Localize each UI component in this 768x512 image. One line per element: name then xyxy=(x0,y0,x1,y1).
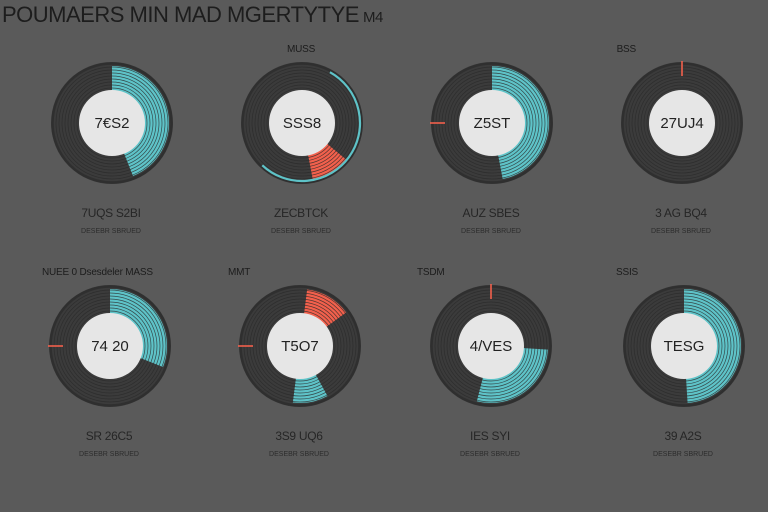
gauge-card: NUEE 0 Dsesdeler MASS 74 20 SR 26C5 DESEBR … xyxy=(24,267,194,507)
gauge-dial: 74 20 xyxy=(48,285,171,407)
gauge-center-value: TESG xyxy=(664,338,705,355)
gauge-label: MMT xyxy=(228,267,251,278)
gauge-value-text: 3S9 UQ6 xyxy=(275,429,323,443)
gauge-sub-text: DESEBR SBRUED xyxy=(271,228,331,235)
gauge-value-text: ZECBTCK xyxy=(274,206,328,220)
gauge-sub-text: DESEBR SBRUED xyxy=(269,451,329,458)
gauge-rim xyxy=(51,62,173,184)
page-title-accent: M4 xyxy=(362,9,383,26)
gauge-center-value: 27UJ4 xyxy=(660,115,703,132)
page-title-text: POUMAERS MIN MAD MGERTYTYE xyxy=(2,2,359,27)
gauge-rim xyxy=(623,285,745,407)
gauge-label: NUEE 0 Dsesdeler MASS xyxy=(42,267,153,278)
gauge-center-value: T5O7 xyxy=(281,338,319,355)
gauge-value-text: IES SYI xyxy=(470,429,510,443)
gauge-center-value: Z5ST xyxy=(474,115,511,132)
gauge-sub-text: DESEBR SBRUED xyxy=(653,451,713,458)
page-title: POUMAERS MIN MAD MGERTYTYE M4 xyxy=(2,2,383,28)
gauge-dial: Z5ST xyxy=(430,62,553,184)
gauge-dial: TESG xyxy=(623,285,745,407)
gauge-segment-teal xyxy=(476,347,548,403)
gauge-card: SSIS TESG 39 A2S DESEBR SBRUED xyxy=(598,267,768,507)
gauge-dial: 4/VES xyxy=(430,284,552,407)
gauge-value-text: 7UQS S2BI xyxy=(81,206,141,220)
gauge-dial: SSS8 xyxy=(241,62,363,184)
gauge-sub-text: DESEBR SBRUED xyxy=(461,228,521,235)
gauge-sub-text: DESEBR SBRUED xyxy=(651,228,711,235)
gauge-label: TSDM xyxy=(417,267,445,278)
gauge-dial: 27UJ4 xyxy=(621,61,743,184)
gauge-card: 7€S2 7UQS S2BI DESEBR SBRUED xyxy=(26,44,196,284)
gauge-center xyxy=(649,90,715,156)
gauge-card: 27UJ4 3 AG BQ4 DESEBR SBRUED xyxy=(596,44,766,284)
gauge-outer-arc xyxy=(261,71,362,183)
gauge-card: TSDM 4/VES IES SYI DESEBR SBRUED xyxy=(405,267,575,507)
gauge-center-value: SSS8 xyxy=(283,115,321,132)
gauge-segment-teal xyxy=(110,289,167,367)
gauge-center xyxy=(458,313,524,379)
gauge-center xyxy=(267,313,333,379)
gauge-card: BSS Z5ST AUZ SBES DESEBR SBRUED xyxy=(406,44,636,284)
gauge-center xyxy=(79,90,145,156)
gauge-sub-text: DESEBR SBRUED xyxy=(79,451,139,458)
gauge-dial: 7€S2 xyxy=(51,62,173,184)
gauge-center xyxy=(651,313,717,379)
gauge-value-text: 39 A2S xyxy=(664,429,702,443)
gauge-value-text: AUZ SBES xyxy=(462,206,520,220)
gauge-center-value: 4/VES xyxy=(470,338,513,355)
gauge-sub-text: DESEBR SBRUED xyxy=(460,451,520,458)
gauge-center xyxy=(459,90,525,156)
gauge-card: MMT T5O7 3S9 UQ6 DESEBR SBRUED xyxy=(214,267,384,507)
gauge-label: SSIS xyxy=(616,267,638,278)
gauge-rim xyxy=(241,62,363,184)
gauge-card: MUSS SSS8 ZECBTCK DESEBR SBRUED xyxy=(216,44,386,284)
gauge-label: BSS xyxy=(616,44,637,55)
gauge-center-value: 7€S2 xyxy=(94,115,129,132)
gauge-value-text: 3 AG BQ4 xyxy=(655,206,707,220)
gauge-center xyxy=(77,313,143,379)
gauge-dial: T5O7 xyxy=(238,285,361,407)
gauge-sub-text: DESEBR SBRUED xyxy=(81,228,141,235)
gauge-center-value: 74 20 xyxy=(91,338,129,355)
gauge-center xyxy=(269,90,335,156)
gauge-value-text: SR 26C5 xyxy=(85,429,133,443)
gauge-label: MUSS xyxy=(286,44,316,55)
